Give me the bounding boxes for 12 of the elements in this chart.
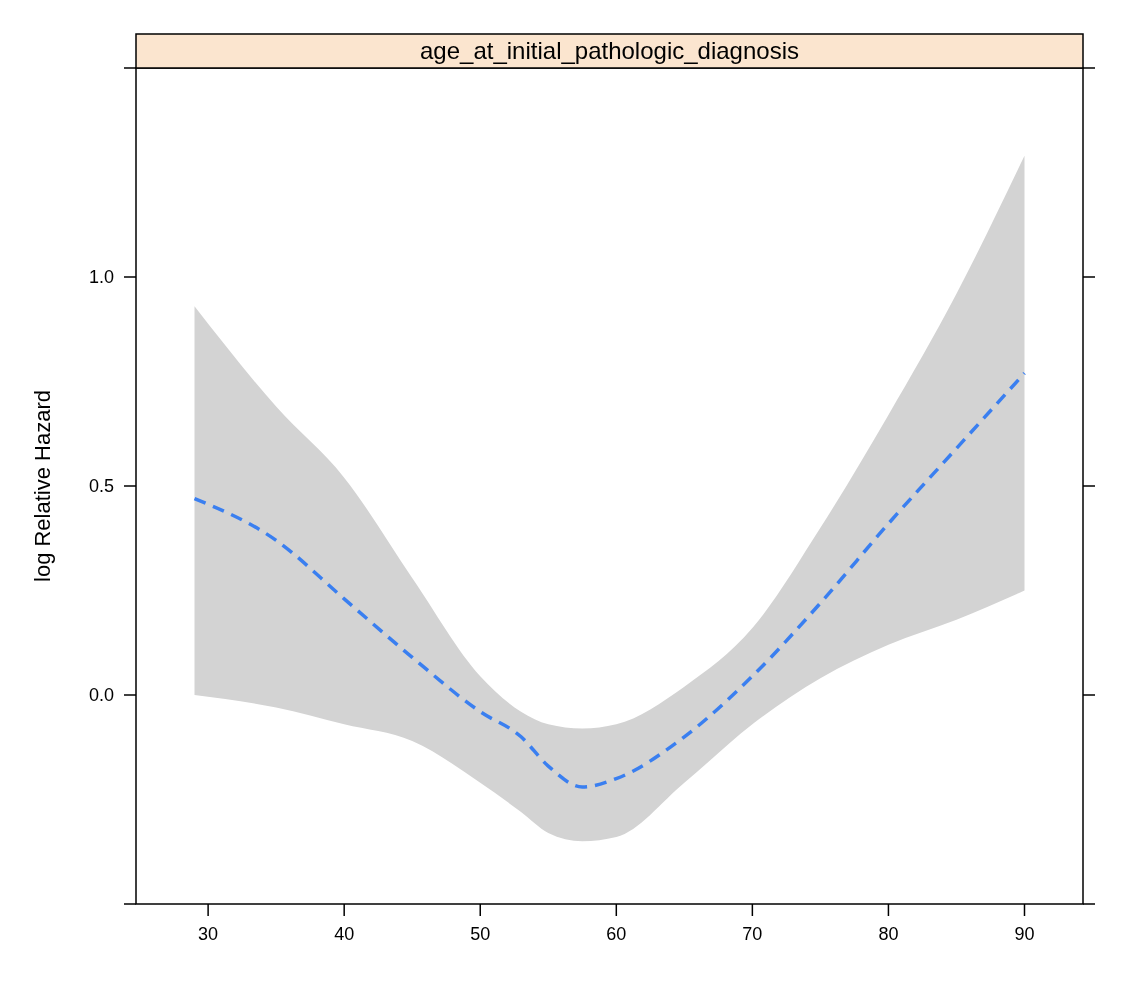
y-tick-label: 1.0 [88,267,114,287]
x-tick-label: 70 [742,924,763,944]
x-tick-label: 60 [606,924,627,944]
chart-title: age_at_initial_pathologic_diagnosis [420,37,799,64]
x-tick-label: 30 [198,924,219,944]
y-tick-label: 0.5 [88,476,114,496]
x-tick-label: 40 [334,924,355,944]
x-tick-label: 90 [1014,924,1035,944]
y-tick-label: 0.0 [88,685,114,705]
y-axis-title: log Relative Hazard [30,390,55,582]
x-tick-label: 50 [470,924,491,944]
x-tick-label: 80 [878,924,899,944]
